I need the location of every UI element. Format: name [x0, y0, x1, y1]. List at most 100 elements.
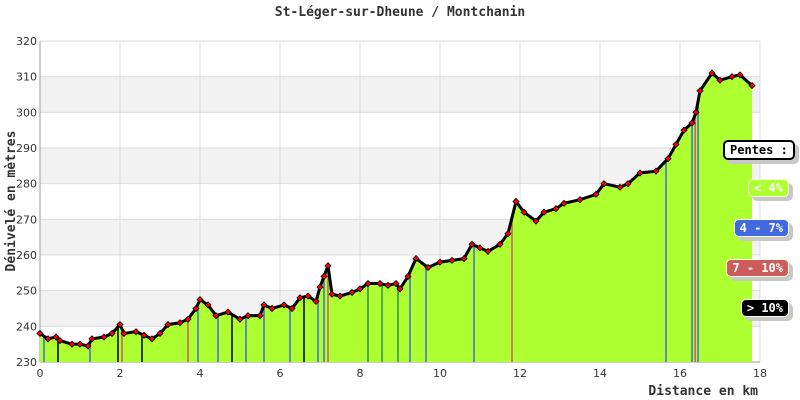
elevation-point	[336, 292, 344, 300]
elevation-point	[460, 255, 468, 263]
elevation-point	[196, 296, 204, 304]
elevation-point	[328, 290, 336, 298]
elevation-point	[504, 230, 512, 238]
elevation-point	[576, 196, 584, 204]
legend-entry: 7 - 10%	[726, 259, 789, 277]
elevation-point	[164, 320, 172, 329]
x-tick-label: 4	[197, 367, 204, 380]
elevation-point	[176, 319, 184, 327]
y-tick-label: 290	[16, 142, 37, 155]
elevation-point	[296, 294, 304, 302]
elevation-point	[736, 71, 744, 79]
elevation-point	[120, 329, 128, 338]
grid-band	[40, 76, 760, 113]
y-tick-label: 230	[16, 356, 37, 369]
x-tick-label: 16	[673, 367, 687, 380]
y-tick-label: 280	[16, 178, 37, 191]
elevation-point	[560, 199, 568, 207]
elevation-point	[396, 285, 404, 293]
elevation-point	[404, 272, 412, 280]
elevation-point	[56, 337, 64, 345]
elevation-point	[696, 87, 704, 95]
elevation-point	[652, 167, 660, 175]
elevation-point	[224, 308, 232, 316]
elevation-point	[100, 333, 108, 341]
elevation-point	[156, 329, 164, 338]
x-tick-label: 10	[433, 367, 447, 380]
elevation-point	[376, 279, 384, 288]
x-tick-label: 18	[753, 367, 767, 380]
elevation-point	[688, 119, 696, 127]
legend-entry: > 10%	[740, 299, 789, 317]
elevation-point	[664, 155, 672, 163]
elevation-point	[448, 256, 456, 264]
elevation-point	[436, 258, 444, 266]
legend-entry: < 4%	[748, 179, 789, 197]
y-axis-label: Dénivelé en mètres	[4, 131, 19, 272]
y-tick-label: 270	[16, 213, 37, 226]
elevation-point	[236, 315, 244, 323]
x-tick-label: 0	[37, 367, 44, 380]
elevation-point	[132, 328, 140, 336]
elevation-point	[484, 247, 492, 255]
elevation-point	[356, 285, 364, 293]
y-tick-label: 240	[16, 320, 37, 333]
y-tick-label: 300	[16, 106, 37, 119]
legend-title: Pentes :	[723, 140, 795, 160]
elevation-point	[204, 301, 212, 309]
elevation-point	[304, 292, 312, 300]
elevation-point	[424, 263, 432, 272]
elevation-point	[532, 217, 540, 225]
x-tick-label: 12	[513, 367, 527, 380]
elevation-point	[76, 340, 84, 348]
elevation-point	[52, 333, 60, 341]
elevation-point	[512, 197, 520, 206]
y-tick-label: 250	[16, 285, 37, 298]
elevation-point	[280, 301, 288, 309]
elevation-point	[708, 69, 716, 77]
x-tick-label: 6	[277, 367, 284, 380]
elevation-point	[108, 329, 116, 338]
x-tick-label: 14	[593, 367, 607, 380]
elevation-point	[552, 205, 560, 213]
elevation-point	[324, 262, 332, 270]
elevation-point	[520, 208, 528, 216]
y-tick-label: 320	[16, 35, 37, 48]
elevation-point	[624, 180, 632, 188]
elevation-point	[260, 301, 268, 309]
elevation-point	[320, 272, 328, 280]
elevation-point	[672, 140, 680, 148]
elevation-point	[680, 126, 688, 134]
y-tick-label: 310	[16, 71, 37, 84]
x-tick-label: 8	[357, 367, 364, 380]
elevation-point	[600, 180, 608, 188]
elevation-point	[636, 169, 644, 177]
elevation-point	[728, 73, 736, 81]
elevation-point	[36, 329, 44, 338]
elevation-point	[364, 279, 372, 288]
elevation-area	[40, 73, 752, 362]
elevation-point	[348, 288, 356, 297]
x-axis-label: Distance en km	[648, 384, 758, 399]
elevation-point	[244, 312, 252, 320]
elevation-point	[468, 240, 476, 248]
elevation-point	[212, 312, 220, 320]
elevation-point	[184, 315, 192, 323]
elevation-point	[148, 335, 156, 343]
elevation-point	[84, 342, 92, 350]
elevation-point	[88, 335, 96, 343]
elevation-point	[412, 255, 420, 263]
y-tick-label: 260	[16, 249, 37, 262]
elevation-point	[256, 312, 264, 320]
elevation-point	[312, 297, 320, 305]
elevation-point	[496, 240, 504, 248]
legend-entry: 4 - 7%	[733, 219, 789, 237]
elevation-point	[384, 281, 392, 289]
elevation-point	[392, 279, 400, 288]
elevation-point	[192, 304, 200, 313]
elevation-point	[476, 244, 484, 252]
elevation-point	[748, 82, 756, 90]
elevation-point	[540, 208, 548, 216]
elevation-point	[68, 340, 76, 348]
